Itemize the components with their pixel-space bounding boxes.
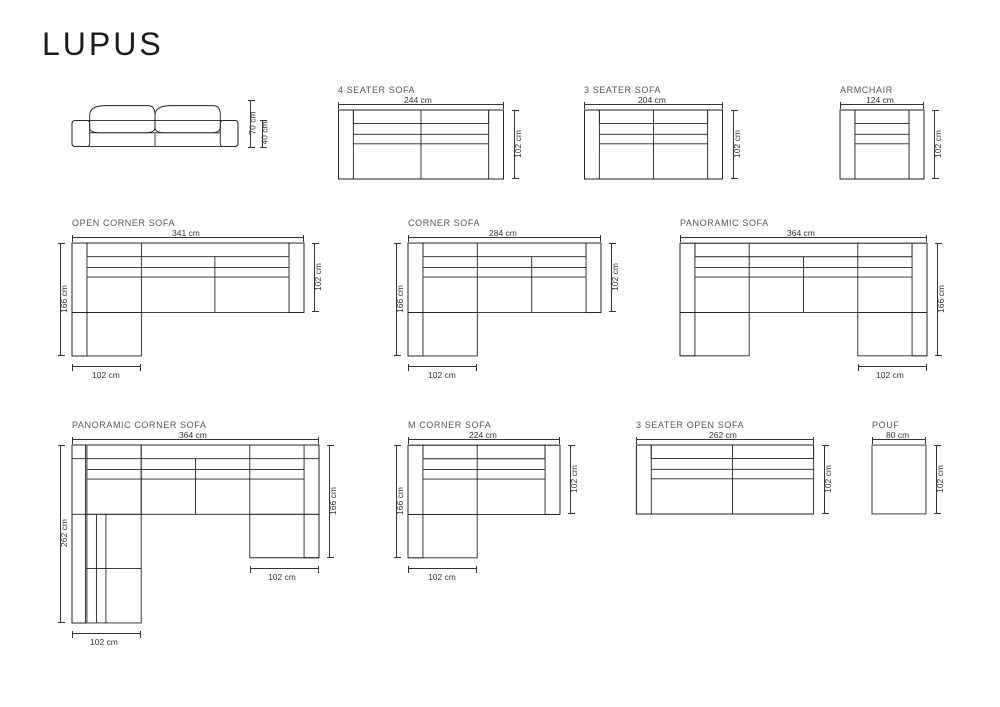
m-corner-chaise-depth: 166 cm: [395, 487, 405, 515]
panoramic-corner-label: PANORAMIC CORNER SOFA: [72, 420, 206, 430]
three-seater-open-depth: 102 cm: [823, 465, 833, 493]
panoramic-corner-right-depth: 166 cm: [328, 487, 338, 515]
four-seater-depth: 102 cm: [513, 130, 523, 158]
three-seater-open-label: 3 SEATER OPEN SOFA: [636, 420, 744, 430]
m-corner-depth: 102 cm: [569, 465, 579, 493]
open-corner-depth: 102 cm: [313, 263, 323, 291]
panoramic-corner-chaise-width-r: 102 cm: [268, 572, 296, 582]
m-corner-diagram: [408, 445, 560, 558]
open-corner-label: OPEN CORNER SOFA: [72, 218, 175, 228]
pouf-width: 80 cm: [886, 430, 909, 440]
corner-depth: 102 cm: [610, 263, 620, 291]
hero-sofa-diagram: [72, 100, 238, 148]
open-corner-diagram: [72, 243, 304, 356]
corner-diagram: [408, 243, 601, 356]
three-seater-label: 3 SEATER SOFA: [584, 85, 661, 95]
panoramic-width: 364 cm: [787, 228, 815, 238]
panoramic-label: PANORAMIC SOFA: [680, 218, 769, 228]
open-corner-chaise-width: 102 cm: [92, 370, 120, 380]
corner-label: CORNER SOFA: [408, 218, 480, 228]
panoramic-corner-diagram: [72, 445, 319, 623]
four-seater-label: 4 SEATER SOFA: [338, 85, 415, 95]
hero-seat-height: 40 cm: [260, 121, 270, 144]
m-corner-chaise-width: 102 cm: [428, 572, 456, 582]
three-seater-depth: 102 cm: [732, 130, 742, 158]
three-seater-width: 204 cm: [638, 95, 666, 105]
panoramic-corner-chaise-width-l: 102 cm: [90, 637, 118, 647]
collection-title: LUPUS: [42, 26, 164, 63]
three-seater-open-diagram: [636, 445, 814, 514]
four-seater-width: 244 cm: [404, 95, 432, 105]
hero-height: 70 cm: [248, 111, 258, 134]
corner-chaise-width: 102 cm: [428, 370, 456, 380]
pouf-depth: 102 cm: [935, 465, 945, 493]
corner-chaise-depth: 166 cm: [395, 285, 405, 313]
armchair-label: ARMCHAIR: [840, 85, 893, 95]
spec-sheet: LUPUS 70 cm 40 cm 4 SEATER SOFA 244 cm 1…: [0, 0, 1000, 707]
open-corner-chaise-depth: 166 cm: [59, 285, 69, 313]
corner-width: 284 cm: [489, 228, 517, 238]
panoramic-corner-left-depth: 262 cm: [59, 519, 69, 547]
four-seater-diagram: [338, 110, 504, 179]
three-seater-open-width: 262 cm: [709, 430, 737, 440]
armchair-depth: 102 cm: [933, 130, 943, 158]
pouf-label: POUF: [872, 420, 899, 430]
armchair-diagram: [840, 110, 924, 179]
panoramic-chaise-depth: 166 cm: [936, 285, 946, 313]
m-corner-label: M CORNER SOFA: [408, 420, 491, 430]
panoramic-corner-width: 364 cm: [179, 430, 207, 440]
panoramic-chaise-width: 102 cm: [876, 370, 904, 380]
pouf-diagram: [872, 445, 926, 514]
three-seater-diagram: [584, 110, 723, 179]
open-corner-width: 341 cm: [172, 228, 200, 238]
panoramic-diagram: [680, 243, 927, 356]
m-corner-width: 224 cm: [469, 430, 497, 440]
armchair-width: 124 cm: [866, 95, 894, 105]
